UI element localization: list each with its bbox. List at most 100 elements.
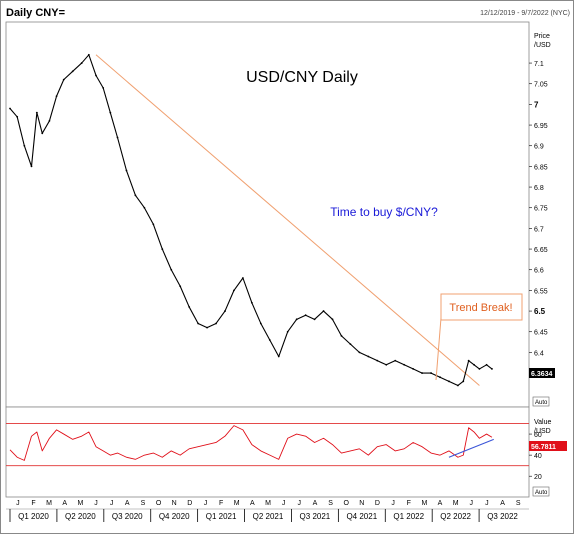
price-tick-label: 7.1: [534, 61, 544, 68]
month-tick-label: A: [62, 500, 67, 507]
indicator-tick-label: 20: [534, 474, 542, 481]
month-tick-label: S: [516, 500, 521, 507]
price-point: [41, 132, 44, 135]
price-point: [125, 169, 128, 172]
month-tick-label: J: [391, 500, 395, 507]
price-point: [376, 359, 379, 362]
price-point: [439, 376, 441, 379]
price-point: [224, 310, 226, 312]
indicator-tick-label: 40: [534, 453, 542, 460]
month-tick-label: M: [265, 500, 271, 507]
price-point: [197, 322, 200, 325]
price-point: [109, 111, 112, 114]
date-range-label: 12/12/2019 - 9/7/2022 (NYC): [480, 10, 570, 17]
month-tick-label: F: [31, 500, 35, 507]
callout-pointer: [435, 317, 442, 381]
price-point: [35, 111, 38, 114]
price-point: [286, 330, 289, 333]
price-tick-label: 6.5: [534, 307, 546, 316]
price-tick-label: 6.65: [534, 247, 548, 254]
price-point: [62, 78, 65, 81]
price-point: [485, 363, 488, 366]
price-point: [242, 277, 244, 279]
price-tick-label: 6.9: [534, 144, 544, 151]
price-tick-label: 6.7: [534, 226, 544, 233]
price-point: [385, 363, 388, 366]
price-auto-button[interactable]: [532, 396, 550, 407]
price-point: [71, 70, 74, 73]
price-point: [473, 363, 475, 366]
chart-title: USD/CNY Daily: [246, 69, 358, 86]
price-point: [313, 318, 316, 321]
price-point: [188, 306, 191, 308]
price-point: [340, 334, 343, 337]
price-tick-label: 6.95: [534, 123, 548, 130]
price-tick-label: 7: [534, 100, 539, 109]
price-point: [250, 301, 253, 304]
month-tick-label: D: [187, 500, 192, 507]
price-point: [161, 248, 164, 250]
price-tick-label: 6.85: [534, 164, 548, 171]
price-point: [170, 268, 173, 271]
month-tick-label: J: [110, 500, 114, 507]
indicator-last-value: 56.7811: [531, 444, 556, 451]
price-point: [394, 359, 397, 362]
month-tick-label: F: [407, 500, 411, 507]
month-tick-label: J: [204, 500, 208, 507]
price-axis-ticks: 7.1 7.05 7 6.95 6.9 6.85 6.8 6.75 6.7 6.65 6.6 6.55…: [529, 61, 548, 378]
month-tick-label: A: [313, 500, 318, 507]
quarter-label: Q2 2022: [440, 512, 471, 521]
indicator-axis-ticks: 60 40 20: [529, 432, 542, 481]
month-tick-label: J: [470, 500, 474, 507]
price-point: [116, 136, 119, 139]
month-tick-label: N: [172, 500, 177, 507]
annotation-text: Time to buy $/CNY?: [330, 205, 438, 219]
indicator-auto-button[interactable]: [532, 486, 550, 497]
price-tick-label: 6.75: [534, 206, 548, 213]
quarter-label: Q3 2020: [112, 512, 143, 521]
price-tick-label: 6.45: [534, 330, 548, 337]
month-tick-label: J: [485, 500, 489, 507]
quarter-label: Q1 2021: [206, 512, 237, 521]
price-point: [134, 194, 137, 197]
month-tick-label: A: [125, 500, 130, 507]
month-tick-label: J: [94, 500, 98, 507]
price-point: [277, 355, 280, 358]
symbol-label: Daily CNY=: [6, 7, 65, 19]
month-tick-label: F: [219, 500, 223, 507]
month-tick-label: O: [343, 500, 349, 507]
trendline: [95, 54, 480, 386]
price-point: [448, 380, 450, 383]
indicator-axis-title-2: /USD: [534, 428, 551, 435]
quarter-label: Q3 2022: [487, 512, 518, 521]
quarter-label: Q2 2020: [65, 512, 96, 521]
indicator-support-layer: [448, 438, 494, 458]
indicator-series-layer: [9, 425, 493, 461]
price-tick-label: 6.4: [534, 350, 544, 357]
price-point: [95, 74, 97, 77]
price-axis-title-1: Price: [534, 33, 550, 40]
price-point: [259, 322, 262, 325]
callout-box: [440, 293, 523, 321]
price-point: [412, 368, 415, 370]
price-point: [16, 115, 19, 118]
indicator-line: [9, 425, 493, 461]
price-point: [30, 165, 33, 168]
indicator-axis-title-1: Value: [534, 419, 551, 426]
month-tick-label: D: [375, 500, 380, 507]
month-tick-label: J: [298, 500, 302, 507]
price-point: [152, 223, 155, 226]
time-axis: J F M A M J J A S O N D J F M A M J J A S O N D J F M A M J J A S Q1 2020…: [6, 500, 529, 522]
price-point: [233, 289, 235, 292]
price-pane: [5, 21, 530, 408]
quarter-label: Q4 2020: [159, 512, 190, 521]
price-last-badge: [529, 368, 555, 378]
month-tick-label: A: [438, 500, 443, 507]
price-last-value: 6.3634: [531, 371, 553, 378]
price-point: [48, 120, 51, 122]
month-tick-label: J: [16, 500, 20, 507]
price-point: [295, 318, 298, 321]
month-tick-label: O: [156, 500, 162, 507]
